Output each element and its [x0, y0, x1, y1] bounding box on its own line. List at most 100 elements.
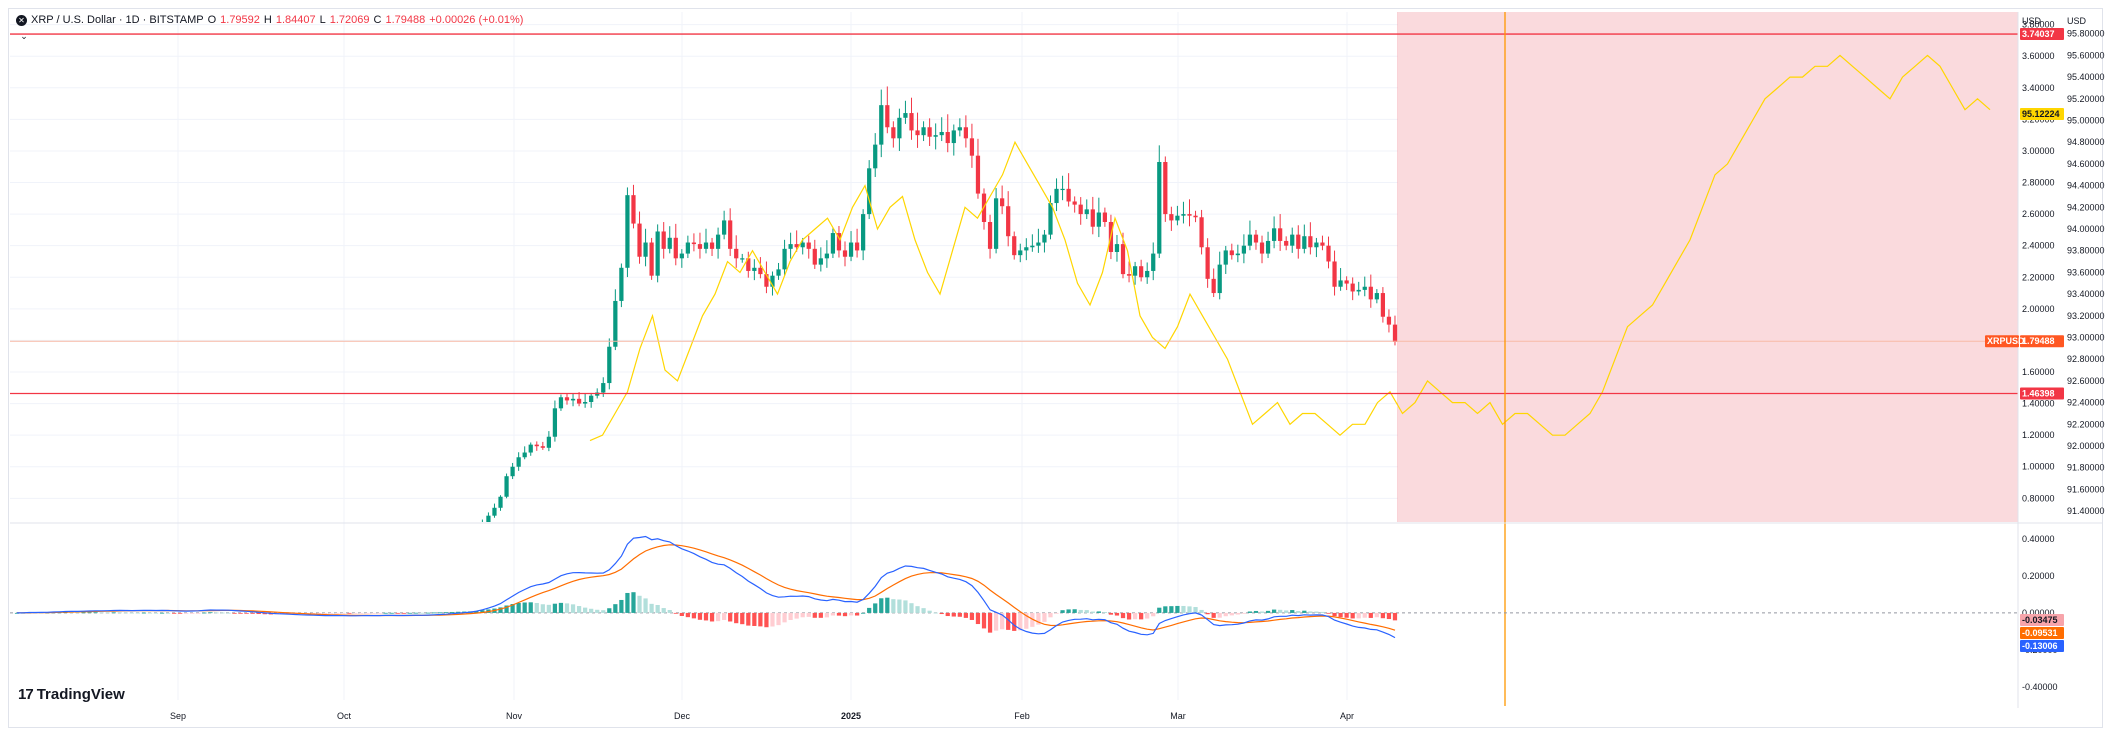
macd-histogram-bar [1090, 611, 1095, 613]
macd-histogram-bar [1350, 612, 1355, 619]
y-tick-label-right: 92.00000 [2067, 441, 2105, 451]
macd-histogram-bar [214, 612, 219, 614]
candle-body [788, 244, 793, 249]
macd-histogram-bar [1386, 612, 1392, 620]
candle-body [1139, 266, 1144, 278]
candle-body [1199, 217, 1204, 248]
macd-histogram-bar [323, 612, 328, 614]
macd-histogram-bar [1060, 610, 1065, 613]
macd-histogram-bar [504, 605, 509, 613]
macd-histogram-bar [262, 612, 267, 615]
macd-histogram-bar [546, 604, 551, 613]
macd-histogram-bar [444, 612, 449, 613]
candle-body [957, 127, 962, 131]
x-tick-label: Mar [1170, 711, 1186, 721]
macd-line-tag-bg [2020, 640, 2064, 652]
candle-body [740, 258, 745, 260]
macd-histogram-bar [456, 611, 461, 613]
candle-body [1392, 324, 1398, 342]
y-tick-label-right: 95.20000 [2067, 94, 2105, 104]
candle-body [655, 231, 660, 276]
macd-histogram-bar [1332, 612, 1337, 617]
chevron-down-icon[interactable]: ⌄ [20, 31, 28, 41]
left-axis-unit: USD [2022, 16, 2042, 26]
macd-signal-tag-bg [2020, 627, 2064, 639]
macd-histogram-bar [570, 604, 576, 613]
candle-body [1265, 240, 1271, 254]
macd-histogram-bar [800, 612, 805, 618]
x-tick-label: Oct [337, 711, 352, 721]
x-tick-label: Nov [506, 711, 523, 721]
y-tick-label-right: 92.80000 [2067, 354, 2105, 364]
candle-body [1308, 236, 1313, 248]
macd-histogram-bar [365, 612, 370, 614]
horizontal-lines [10, 33, 2018, 395]
change-value: +0.00026 (+0.01%) [429, 14, 524, 26]
candle-body [1012, 236, 1017, 256]
macd-histogram-bar [1392, 612, 1398, 621]
level-tag-bg [2020, 387, 2064, 400]
candle-body [1163, 162, 1168, 215]
candle-body [879, 105, 884, 145]
candle-body [649, 242, 654, 276]
macd-histogram-bar [1108, 612, 1114, 615]
y-tick-label-right: 95.00000 [2067, 116, 2105, 126]
macd-histogram-bar [1302, 610, 1307, 613]
macd-histogram-bar [1078, 609, 1083, 613]
candle-body [969, 138, 975, 156]
macd-histogram-bar [1235, 612, 1240, 615]
macd-histogram-bar [371, 612, 376, 614]
y-tick-label-right: 95.80000 [2067, 29, 2105, 39]
candle-body [631, 195, 636, 224]
macd-histogram-bar [129, 612, 134, 614]
candle-body [1060, 188, 1065, 191]
macd-histogram-bar [764, 612, 769, 628]
candle-body [975, 155, 981, 194]
candle-body [510, 466, 515, 477]
macd-histogram-bar [159, 612, 165, 614]
candle-body [1350, 283, 1355, 292]
y-tick-label: 2.60000 [2022, 209, 2055, 219]
macd-tick-label: -0.40000 [2022, 682, 2058, 692]
candle-body [1374, 293, 1379, 300]
right-axis-unit: USD [2067, 16, 2087, 26]
macd-histogram-bar [425, 612, 431, 614]
macd-histogram-bar [93, 612, 98, 614]
macd-histogram-bar [873, 603, 878, 613]
macd-histogram-bar [643, 598, 648, 613]
y-tick-label: 2.40000 [2022, 241, 2055, 251]
macd-histogram-bar [812, 612, 817, 618]
candle-body [583, 402, 588, 404]
candle-body [1036, 242, 1041, 246]
macd-histogram-bar [848, 612, 854, 616]
y-tick-label: 3.60000 [2022, 51, 2055, 61]
candle-body [1356, 289, 1361, 292]
low-value: 1.72069 [329, 14, 370, 26]
macd-histogram-bar [69, 612, 74, 614]
candle-body [1241, 245, 1247, 254]
candle-body [728, 220, 733, 249]
candle-body [993, 198, 999, 249]
candle-body [1120, 244, 1126, 275]
macd-histogram-bar [619, 599, 624, 613]
candle-body [1380, 293, 1386, 317]
symbol-header[interactable]: ✕ XRP / U.S. Dollar · 1D · BITSTAMP O 1.7… [16, 14, 523, 26]
candle-body [661, 231, 666, 249]
macd-histogram-bar [854, 612, 860, 616]
candle-body [546, 436, 551, 448]
y-tick-label: 1.40000 [2022, 399, 2055, 409]
candle-body [1314, 242, 1319, 248]
macd-histogram-bar [1356, 612, 1361, 619]
candle-body [921, 127, 926, 136]
macd-histogram-bar [963, 612, 968, 618]
candle-body [709, 242, 715, 249]
candle-body [1126, 274, 1132, 276]
macd-histogram-bar [558, 602, 564, 613]
tradingview-logo[interactable]: 17 TradingView [18, 686, 125, 703]
high-label: H [263, 14, 272, 26]
macd-histogram-bar [1169, 606, 1174, 613]
candle-body [1030, 245, 1035, 248]
macd-histogram-bar [661, 608, 666, 613]
macd-histogram-bar [1120, 612, 1126, 619]
